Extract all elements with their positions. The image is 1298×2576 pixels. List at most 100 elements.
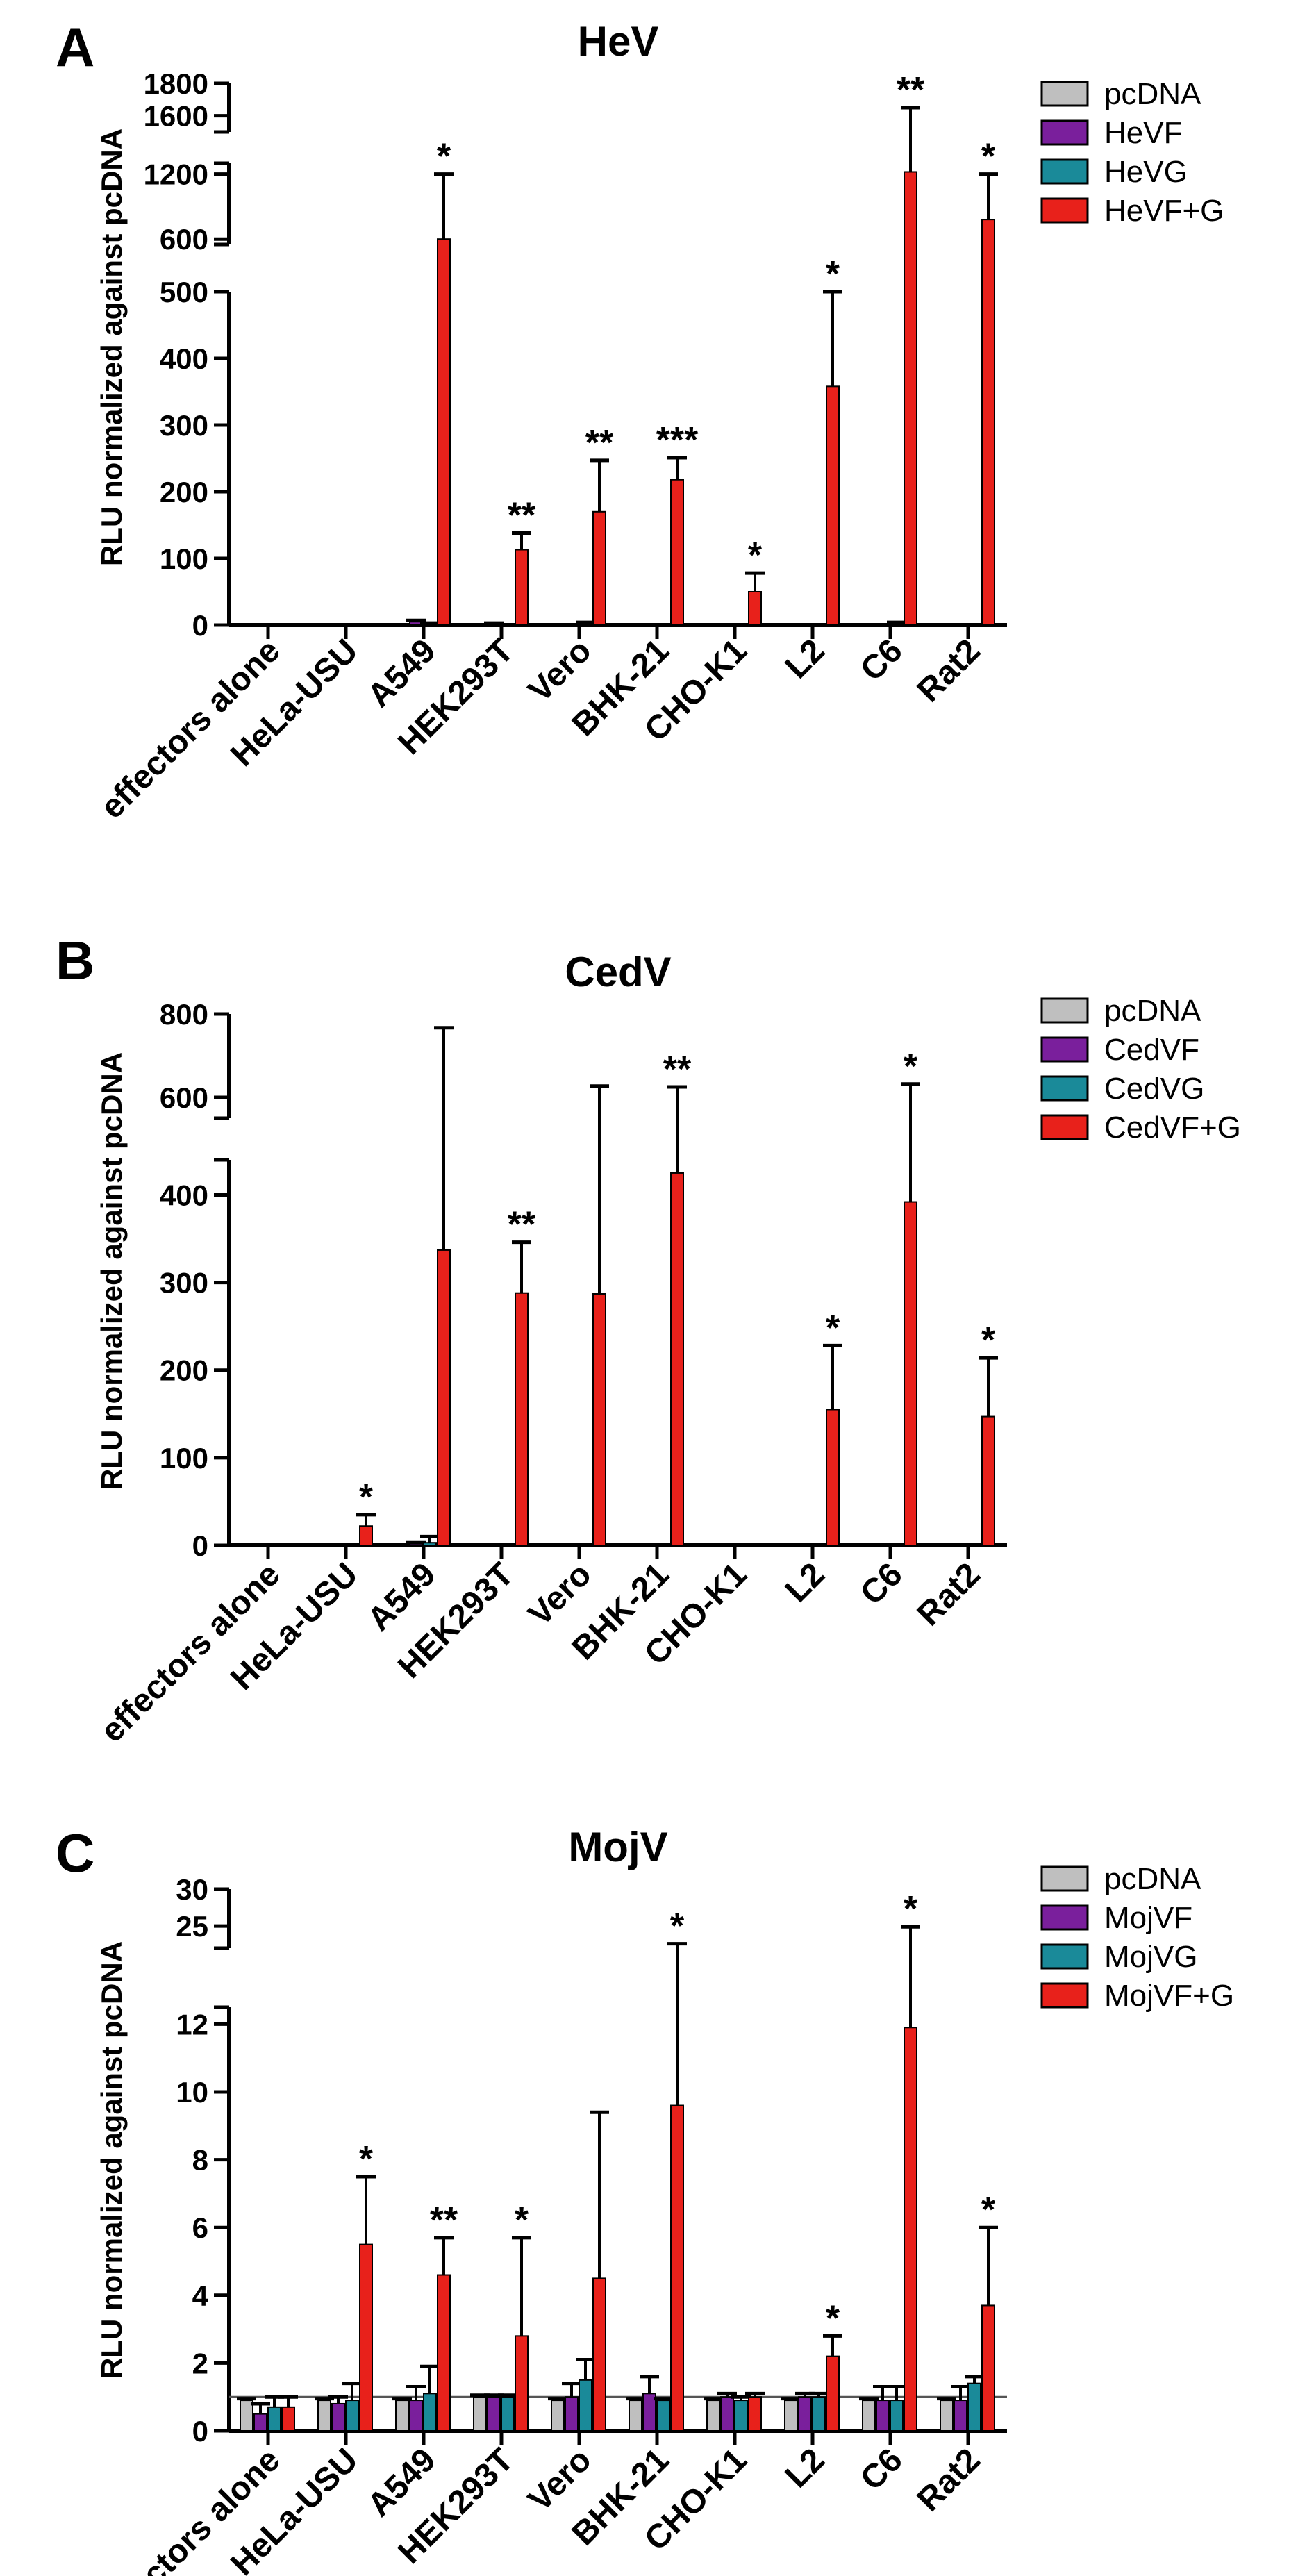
significance-label: * — [826, 1308, 840, 1348]
y-tick-label: 1600 — [144, 100, 208, 133]
y-tick-label: 100 — [160, 542, 208, 575]
y-tick-label: 0 — [192, 2415, 208, 2448]
significance-label: * — [670, 1906, 685, 1947]
legend-swatch — [1040, 1036, 1089, 1063]
bar-MojVG — [345, 2400, 359, 2432]
legend-label: HeVF+G — [1104, 194, 1224, 228]
bar-HeVF+G — [670, 479, 684, 626]
bar-pcDNA — [940, 2400, 954, 2432]
bar-CedVF+G — [359, 1525, 373, 1546]
bar-HeVG — [267, 624, 281, 626]
bar-pcDNA — [784, 624, 798, 626]
y-tick-label: 1200 — [144, 158, 208, 191]
y-tick-label: 1800 — [144, 67, 208, 100]
legend-swatch — [1040, 158, 1089, 185]
bar-MojVF+G — [437, 2274, 451, 2432]
bar-pcDNA — [940, 624, 954, 626]
bar-CedVF+G — [437, 1249, 451, 1546]
x-category-label: Rat2 — [910, 1556, 988, 1633]
bar-MojVG — [967, 2382, 981, 2432]
bar-MojVG — [890, 2400, 904, 2432]
legend-label: MojVF — [1104, 1901, 1192, 1935]
legend-swatch — [1040, 1114, 1089, 1140]
bar-CedVG — [423, 1542, 437, 1546]
bar-CedVF+G — [592, 1293, 606, 1546]
y-tick-label: 200 — [160, 476, 208, 508]
legend-label: pcDNA — [1104, 994, 1201, 1028]
bar-MojVF+G — [359, 2243, 373, 2432]
y-tick-label: 6 — [192, 2211, 208, 2244]
y-tick-label: 100 — [160, 1442, 208, 1474]
significance-label: ** — [508, 1205, 536, 1245]
bar-HeVF — [565, 624, 579, 626]
significance-label: * — [981, 2190, 996, 2230]
bar-HeVG — [501, 624, 515, 626]
bar-CedVF+G — [981, 1415, 995, 1547]
y-tick-label: 0 — [192, 609, 208, 642]
bar-MojVF — [331, 2402, 345, 2432]
bar-pcDNA — [551, 2400, 565, 2432]
y-tick-label: 400 — [160, 1179, 208, 1211]
bar-CedVF+G — [670, 1172, 684, 1546]
significance-label: * — [359, 2139, 374, 2179]
legend-label: MojVF+G — [1104, 1979, 1234, 2013]
panel-letter: B — [56, 930, 94, 991]
bar-pcDNA — [317, 2400, 331, 2432]
y-tick-label: 300 — [160, 1267, 208, 1299]
x-category-label: L2 — [779, 2441, 832, 2495]
legend-swatch — [1040, 197, 1089, 224]
bar-HeVG — [967, 624, 981, 626]
bar-HeVF — [798, 624, 812, 626]
significance-label: ** — [585, 423, 614, 463]
bar-HeVF+G — [904, 171, 917, 626]
y-tick-label: 0 — [192, 1529, 208, 1562]
bar-HeVF+G — [748, 591, 762, 626]
legend-label: CedVG — [1104, 1072, 1204, 1106]
bar-MojVG — [734, 2400, 748, 2432]
x-category-label: L2 — [779, 632, 832, 685]
bar-HeVG — [734, 624, 748, 626]
legend-swatch — [1040, 1075, 1089, 1102]
bar-HeVF — [720, 624, 734, 626]
chart-A: A HeV RLU normalized against pcDNA 0 100 200 3… — [56, 17, 1224, 826]
bar-HeVF+G — [592, 510, 606, 626]
panel-letter: C — [56, 1822, 94, 1884]
legend-label: pcDNA — [1104, 77, 1201, 111]
panel-letter: A — [56, 17, 94, 78]
legend-swatch — [1040, 119, 1089, 146]
y-axis-label: RLU normalized against pcDNA — [95, 1941, 128, 2379]
bar-HeVF — [876, 624, 890, 626]
significance-label: * — [515, 2200, 529, 2241]
bar-MojVG — [267, 2406, 281, 2432]
significance-label: * — [981, 137, 996, 177]
chart-title: HeV — [578, 18, 659, 65]
bar-pcDNA — [862, 2400, 876, 2432]
x-category-label: Rat2 — [910, 2441, 988, 2518]
x-category-label: C6 — [854, 1556, 910, 1612]
bar-CedVF+G — [515, 1292, 529, 1547]
chart-C: C MojV RLU normalized against pcDNA 0 2 4 6 8 10… — [56, 1822, 1234, 2576]
significance-label: ** — [897, 70, 925, 110]
bar-HeVF — [253, 624, 267, 626]
bar-MojVG — [812, 2396, 826, 2432]
significance-label: * — [359, 1477, 374, 1518]
bar-MojVG — [579, 2379, 592, 2432]
bar-pcDNA — [629, 624, 642, 626]
bar-pcDNA — [473, 2396, 487, 2432]
y-tick-label: 400 — [160, 342, 208, 375]
significance-label: * — [748, 535, 763, 576]
bar-pcDNA — [395, 624, 409, 626]
bar-HeVG — [812, 624, 826, 626]
bar-MojVF+G — [670, 2104, 684, 2432]
significance-label: ** — [430, 2200, 458, 2241]
bar-MojVF — [954, 2400, 967, 2432]
bar-MojVF+G — [748, 2396, 762, 2432]
bar-CedVF+G — [904, 1201, 917, 1546]
significance-label: * — [437, 137, 451, 177]
bar-MojVF — [798, 2396, 812, 2432]
bar-pcDNA — [395, 2400, 409, 2432]
y-tick-label: 600 — [160, 1081, 208, 1114]
legend-swatch — [1040, 1982, 1089, 2009]
legend-label: HeVF — [1104, 116, 1182, 150]
